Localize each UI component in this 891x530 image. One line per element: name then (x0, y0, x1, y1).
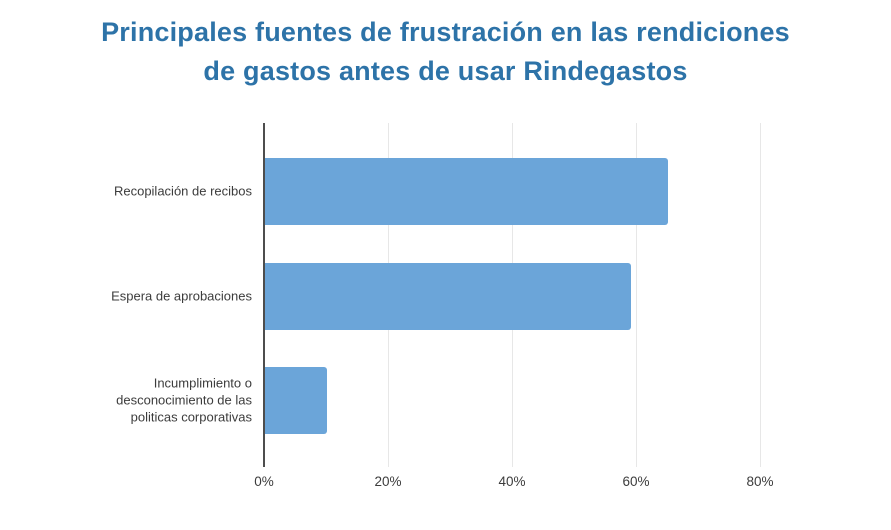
x-tick-label-0: 0% (254, 474, 274, 489)
x-tick-label-1: 20% (374, 474, 402, 489)
chart-title: Principales fuentes de frustración en la… (0, 13, 891, 91)
bar-2 (265, 366, 327, 434)
chart-title-line-1: Principales fuentes de frustración en la… (101, 17, 790, 47)
x-tick-label-2: 40% (498, 474, 526, 489)
bar-0 (265, 157, 668, 225)
y-axis-line (263, 123, 265, 467)
gridline (759, 123, 761, 467)
category-label-2: Incumplimiento o desconocimiento de las … (116, 375, 252, 425)
category-label-1: Espera de aprobaciones (111, 288, 252, 304)
bar-1 (265, 262, 631, 330)
chart-title-line-2: de gastos antes de usar Rindegastos (203, 56, 688, 86)
category-label-0: Recopilación de recibos (113, 183, 252, 199)
gridline (635, 123, 637, 467)
x-tick-label-3: 60% (622, 474, 650, 489)
x-tick-label-4: 80% (746, 474, 774, 489)
